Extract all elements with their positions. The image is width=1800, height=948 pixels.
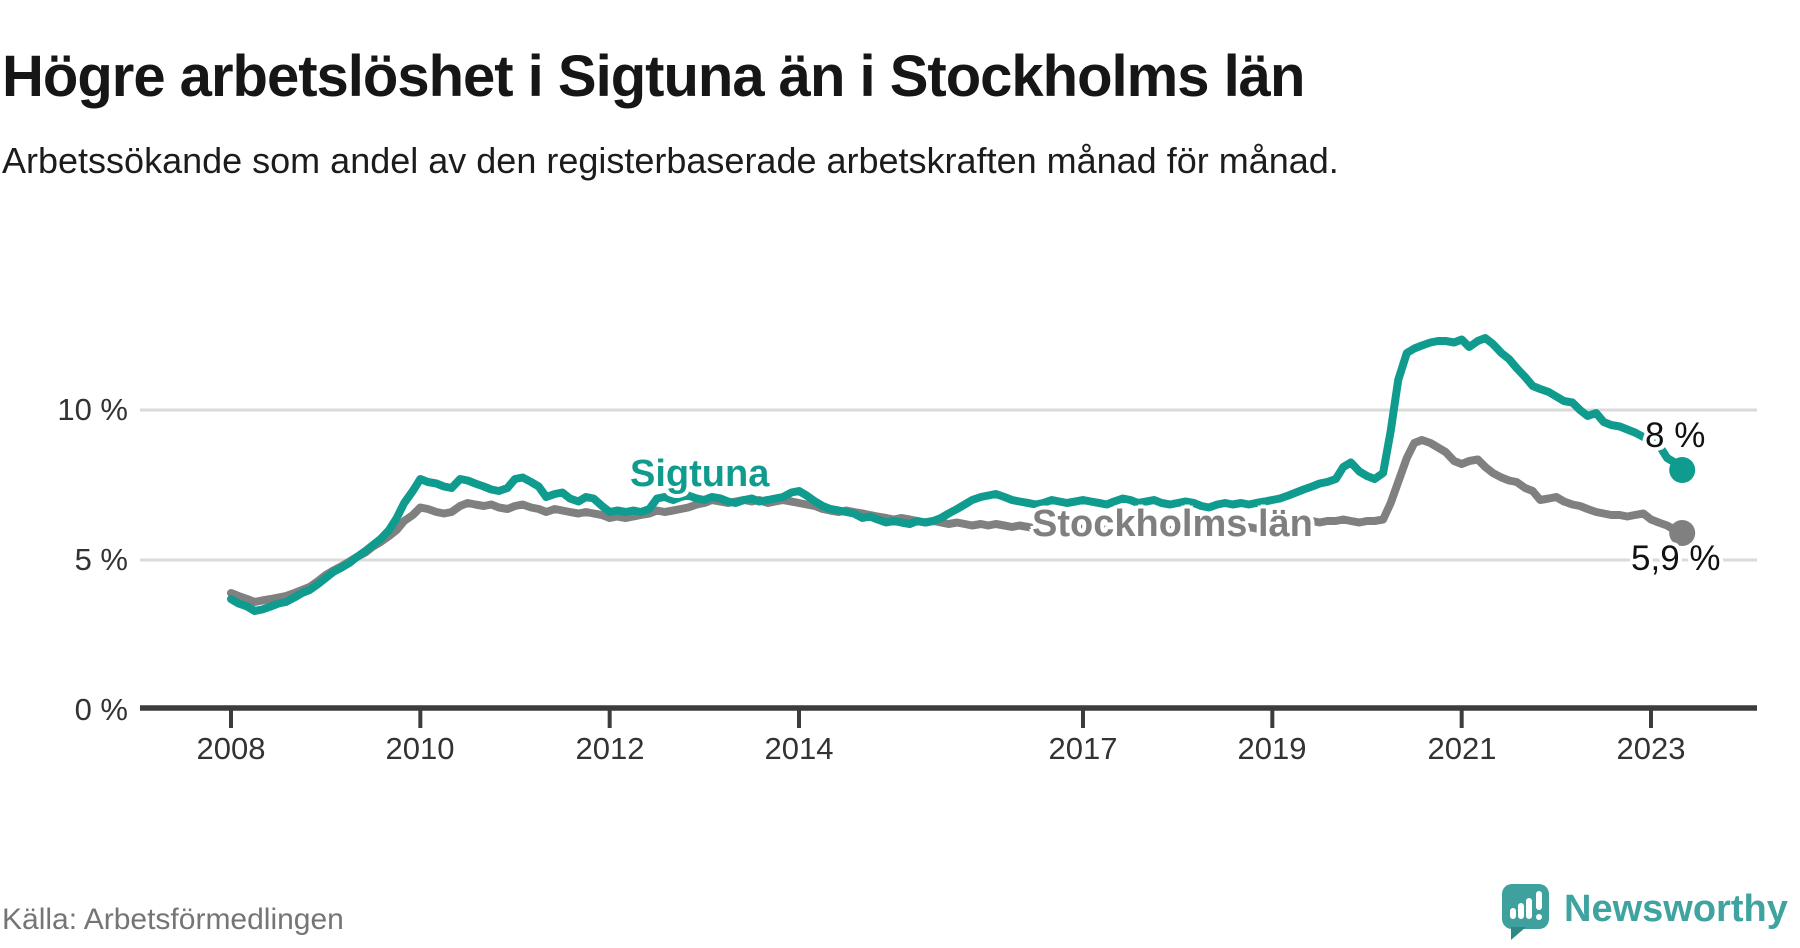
series-label-sigtuna: Sigtuna — [630, 453, 770, 495]
x-tick-label-2014: 2014 — [764, 731, 834, 766]
series-label-stockholms-lan: Stockholms län — [1032, 503, 1313, 545]
logo-exclamation — [1536, 891, 1542, 910]
logo-bubble-tail — [1511, 927, 1526, 940]
logo-exclamation-dot — [1536, 914, 1542, 920]
end-value-label-stockholms-lan: 5,9 % — [1631, 539, 1721, 578]
x-tick-label-2008: 2008 — [196, 731, 266, 766]
data-line-stockholms-län — [227, 436, 1687, 606]
end-dot-sigtuna — [1669, 457, 1696, 483]
newsworthy-logo-icon — [1502, 884, 1549, 940]
newsworthy-wordmark: Newsworthy — [1564, 888, 1788, 930]
data-line-sigtuna — [227, 334, 1687, 615]
page-title: Högre arbetslöshet i Sigtuna än i Stockh… — [2, 43, 1305, 109]
logo-bar-3 — [1526, 898, 1532, 919]
x-tick-label-2021: 2021 — [1427, 731, 1497, 766]
end-dot-stockholms-län — [1669, 520, 1696, 546]
x-tick-label-2017: 2017 — [1048, 731, 1118, 766]
x-tick-label-2010: 2010 — [385, 731, 455, 766]
newsworthy-brand: Newsworthy — [1502, 882, 1792, 944]
end-value-label-sigtuna: 8 % — [1645, 416, 1706, 455]
chart-subtitle: Arbetssökande som andel av den registerb… — [2, 140, 1339, 181]
x-tick-label-2012: 2012 — [575, 731, 645, 766]
x-tick-label-2023: 2023 — [1616, 731, 1686, 766]
x-tick-label-2019: 2019 — [1237, 731, 1307, 766]
y-tick-label-5: 5 % — [74, 542, 128, 577]
y-tick-label-10: 10 % — [57, 392, 128, 427]
source-credit: Källa: Arbetsförmedlingen — [2, 903, 344, 936]
logo-bar-1 — [1510, 908, 1516, 919]
logo-bar-2 — [1518, 903, 1524, 919]
y-tick-label-0: 0 % — [74, 692, 128, 727]
